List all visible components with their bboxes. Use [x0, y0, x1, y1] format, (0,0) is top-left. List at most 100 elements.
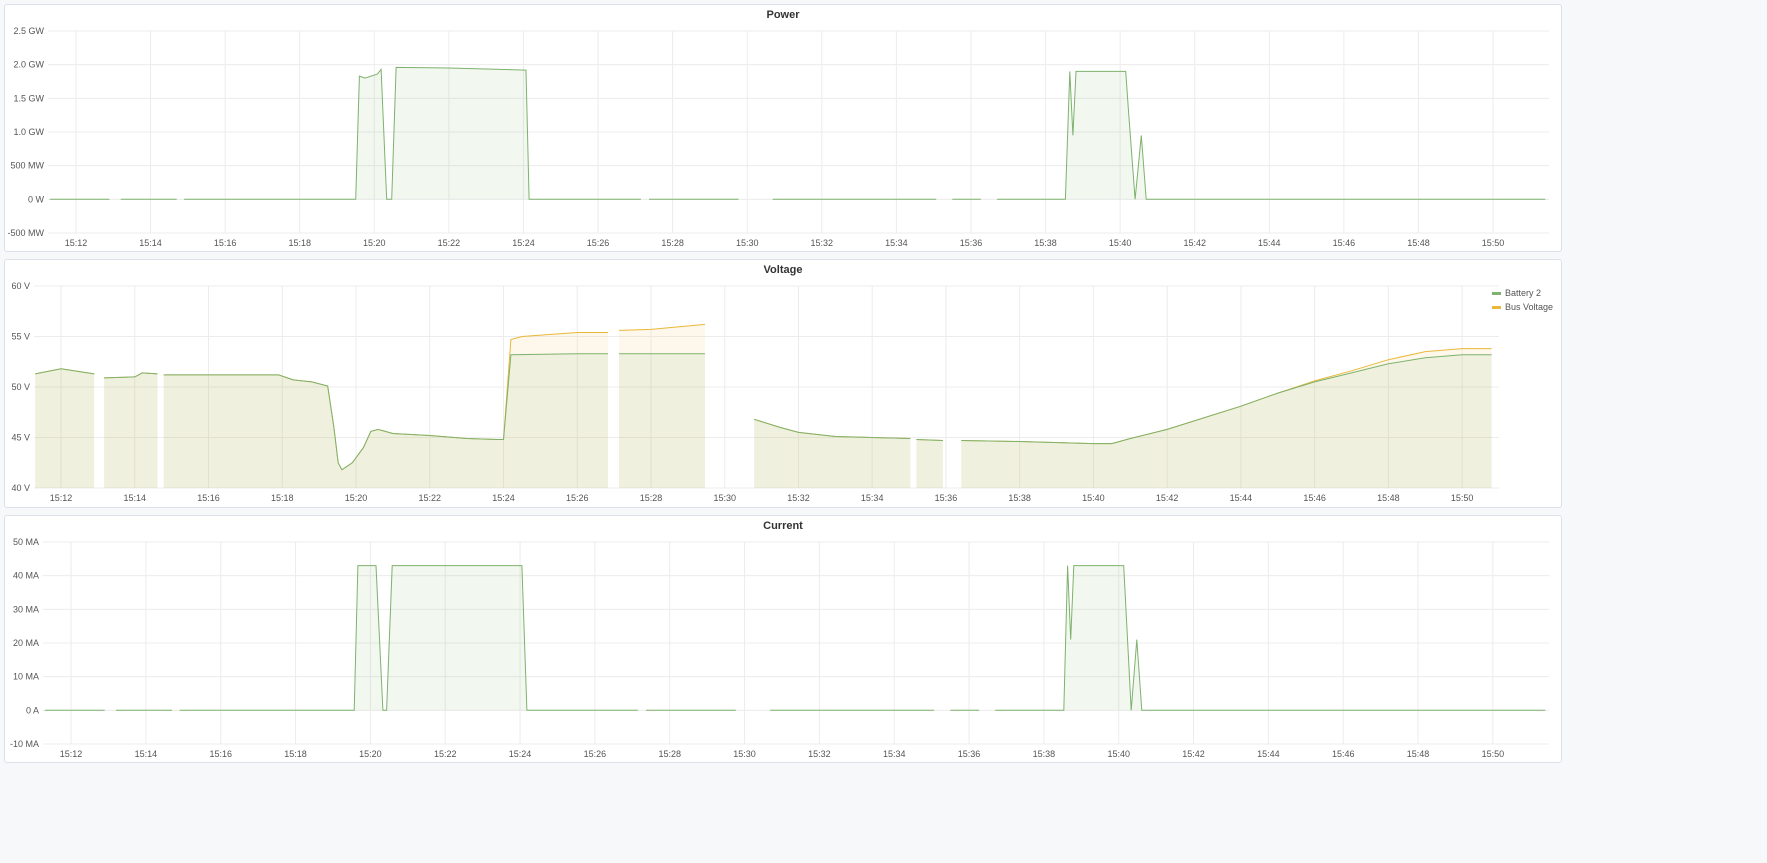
x-tick-label: 15:40 — [1107, 749, 1130, 759]
series-line — [35, 368, 95, 375]
voltage-chart: 60 V 55 V 50 V 45 V 40 V 15:12 15:14 15:16 15:18… — [11, 281, 1499, 503]
x-tick-label: 15:34 — [885, 238, 908, 248]
x-tick-label: 15:22 — [418, 493, 441, 503]
x-tick-label: 15:30 — [733, 749, 756, 759]
series-area — [997, 71, 1546, 200]
power-panel: Power 2.5 GW 2.0 GW 1.5 GW 1.0 GW 500 MW 0 W -… — [4, 4, 1562, 252]
x-tick-label: 15:28 — [661, 238, 684, 248]
x-tick-label: 15:38 — [1008, 493, 1031, 503]
x-tick-label: 15:16 — [197, 493, 220, 503]
y-tick-label: 55 V — [11, 332, 30, 342]
x-tick-label: 15:36 — [960, 238, 983, 248]
x-tick-label: 15:34 — [861, 493, 884, 503]
series-area — [163, 332, 608, 488]
x-tick-label: 15:20 — [363, 238, 386, 248]
x-tick-label: 15:16 — [214, 238, 237, 248]
series-line — [104, 372, 158, 379]
voltage-panel: Voltage 60 V 55 V 50 V 45 V 40 V 15:12 15:14 15… — [4, 259, 1562, 508]
x-tick-label: 15:20 — [345, 493, 368, 503]
x-tick-label: 15:24 — [492, 493, 515, 503]
x-tick-label: 15:48 — [1377, 493, 1400, 503]
series-area — [184, 67, 641, 200]
x-tick-label: 15:40 — [1082, 493, 1105, 503]
series-line — [184, 66, 641, 200]
x-tick-label: 15:24 — [509, 749, 532, 759]
x-tick-label: 15:30 — [736, 238, 759, 248]
x-tick-label: 15:30 — [713, 493, 736, 503]
x-tick-label: 15:22 — [434, 749, 457, 759]
legend-label: Bus Voltage — [1504, 302, 1553, 312]
series-line — [163, 353, 608, 471]
series-area — [619, 353, 705, 488]
series-area — [961, 354, 1492, 488]
x-tick-label: 15:32 — [787, 493, 810, 503]
x-tick-label: 15:32 — [811, 238, 834, 248]
legend-swatch — [1491, 305, 1501, 309]
panel-title[interactable]: Current — [763, 520, 803, 532]
x-tick-label: 15:12 — [65, 238, 88, 248]
y-tick-label: 1.0 GW — [13, 127, 44, 137]
y-tick-label: -500 MW — [7, 228, 44, 238]
x-tick-label: 15:44 — [1230, 493, 1253, 503]
x-tick-label: 15:14 — [135, 749, 158, 759]
x-tick-label: 15:50 — [1451, 493, 1474, 503]
x-tick-label: 15:42 — [1183, 238, 1206, 248]
x-tick-label: 15:26 — [566, 493, 589, 503]
x-tick-label: 15:16 — [209, 749, 232, 759]
series-area — [619, 324, 705, 488]
x-tick-label: 15:44 — [1258, 238, 1281, 248]
series-line — [754, 418, 911, 439]
y-tick-label: -10 MA — [10, 739, 39, 749]
y-tick-label: 40 MA — [13, 571, 39, 581]
x-tick-label: 15:20 — [359, 749, 382, 759]
x-tick-label: 15:14 — [124, 493, 147, 503]
series-area — [754, 419, 911, 488]
legend-item-battery-2[interactable]: Battery 2 — [1491, 286, 1553, 300]
x-tick-label: 15:50 — [1482, 238, 1505, 248]
y-tick-label: 10 MA — [13, 672, 39, 682]
series-area — [35, 368, 95, 488]
x-tick-label: 15:46 — [1332, 749, 1355, 759]
series-area — [754, 419, 911, 488]
x-tick-label: 15:46 — [1303, 493, 1326, 503]
series-line — [997, 70, 1546, 200]
x-tick-label: 15:26 — [587, 238, 610, 248]
x-tick-label: 15:42 — [1182, 749, 1205, 759]
power-chart: 2.5 GW 2.0 GW 1.5 GW 1.0 GW 500 MW 0 W -500 MW… — [7, 26, 1549, 248]
x-tick-label: 15:28 — [658, 749, 681, 759]
legend-item-bus-voltage[interactable]: Bus Voltage — [1491, 300, 1553, 314]
x-tick-label: 15:12 — [60, 749, 83, 759]
x-tick-label: 15:14 — [139, 238, 162, 248]
y-tick-label: 0 W — [28, 194, 45, 204]
series-area — [961, 348, 1492, 488]
legend-label: Battery 2 — [1504, 288, 1541, 298]
panel-title[interactable]: Power — [766, 9, 800, 21]
x-tick-label: 15:18 — [288, 238, 311, 248]
y-tick-label: 20 MA — [13, 638, 39, 648]
x-tick-label: 15:22 — [438, 238, 461, 248]
series-line — [618, 323, 706, 331]
y-tick-label: 50 V — [11, 382, 30, 392]
y-tick-label: 2.5 GW — [13, 26, 44, 36]
series-area — [179, 565, 638, 711]
x-tick-label: 15:18 — [271, 493, 294, 503]
y-tick-label: 500 MW — [10, 161, 44, 171]
legend-swatch — [1491, 291, 1501, 295]
x-tick-label: 15:36 — [935, 493, 958, 503]
y-tick-label: 45 V — [11, 433, 30, 443]
y-tick-label: 50 MA — [13, 537, 39, 547]
x-tick-label: 15:36 — [958, 749, 981, 759]
series-area — [163, 353, 608, 488]
x-tick-label: 15:40 — [1109, 238, 1132, 248]
x-tick-label: 15:32 — [808, 749, 831, 759]
series-line — [916, 439, 943, 441]
current-chart: 50 MA 40 MA 30 MA 20 MA 10 MA 0 A -10 MA 15:12 1… — [10, 537, 1549, 759]
y-tick-label: 30 MA — [13, 604, 39, 614]
x-tick-label: 15:44 — [1257, 749, 1280, 759]
x-tick-label: 15:26 — [584, 749, 607, 759]
x-tick-label: 15:12 — [50, 493, 73, 503]
x-tick-label: 15:28 — [640, 493, 663, 503]
panel-title[interactable]: Voltage — [763, 264, 803, 276]
series-area — [35, 368, 95, 488]
series-line — [995, 565, 1546, 711]
